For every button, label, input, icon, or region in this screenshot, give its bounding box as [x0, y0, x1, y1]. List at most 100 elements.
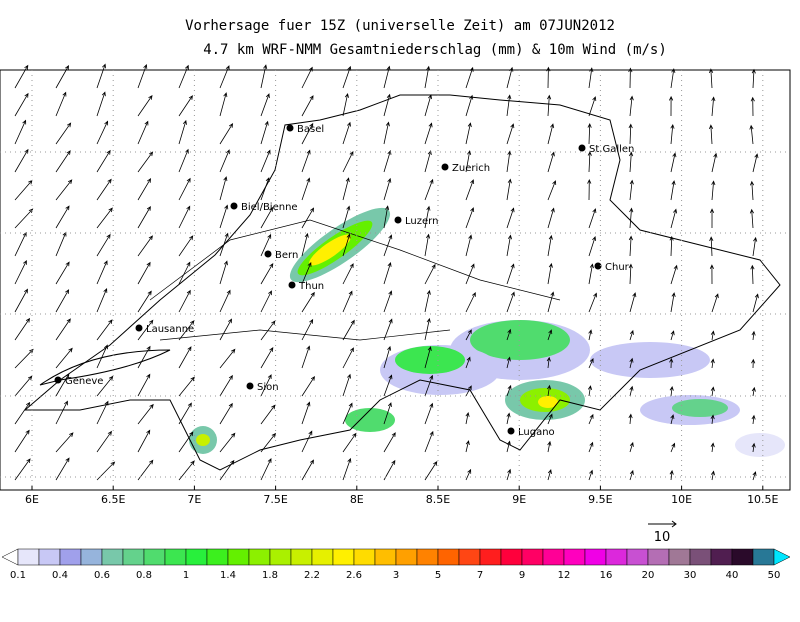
wind-arrow	[669, 235, 674, 257]
wind-arrow	[14, 208, 34, 229]
wind-arrow	[588, 413, 594, 425]
wind-arrow	[670, 292, 676, 313]
lon-label: 10E	[671, 493, 692, 506]
wind-arrow	[669, 385, 674, 397]
wind-arrow	[137, 261, 151, 285]
wind-arrow	[137, 290, 152, 313]
wind-arrow	[14, 64, 29, 89]
wind-arrow	[465, 385, 472, 397]
wind-arrow	[629, 357, 634, 369]
wind-arrow	[628, 235, 633, 257]
wind-arrow	[587, 179, 592, 201]
wind-arrow	[588, 329, 593, 341]
wind-arrow	[383, 402, 392, 425]
wind-arrow	[424, 178, 434, 201]
border	[23, 94, 781, 471]
lon-label: 9.5E	[588, 493, 612, 506]
wind-arrow	[424, 94, 433, 117]
wind-arrow	[14, 259, 27, 285]
wind-arrow	[629, 292, 637, 313]
wind-arrow	[628, 123, 633, 145]
wind-arrow	[219, 402, 233, 425]
wind-arrow	[260, 347, 274, 369]
wind-arrow	[587, 385, 593, 397]
wind-arrow	[55, 457, 70, 481]
precipitation	[189, 207, 785, 457]
wind-arrow	[424, 122, 433, 145]
wind-arrow	[506, 440, 511, 453]
wind-arrow	[465, 150, 472, 173]
wind-arrow	[709, 236, 714, 257]
wind-arrow	[752, 236, 758, 257]
wind-arrow	[670, 414, 675, 425]
colorbar-box	[374, 548, 397, 566]
wind-arrow	[424, 317, 431, 341]
city-label: Geneve	[65, 376, 103, 387]
city-label: Chur	[605, 262, 630, 273]
wind-arrow	[629, 469, 634, 481]
wind-arrow	[96, 149, 111, 173]
wind-arrow	[547, 262, 553, 285]
colorbar-label: 1.4	[220, 570, 236, 581]
wind-arrow	[96, 63, 107, 89]
wind-arrow	[506, 178, 512, 201]
wind-arrow	[342, 402, 353, 425]
colorbar-box	[101, 548, 124, 566]
wind-arrow	[178, 95, 193, 117]
colorbar-label: 16	[600, 570, 613, 581]
wind-arrow	[96, 91, 106, 117]
canton-lines	[149, 219, 561, 341]
wind-arrow	[178, 64, 189, 89]
wind-arrow	[751, 358, 756, 369]
city-dot	[394, 216, 402, 224]
wind-arrow	[710, 330, 715, 341]
wind-arrow	[588, 67, 594, 89]
wind-arrow	[670, 264, 678, 285]
city-dot	[578, 144, 586, 152]
wind-arrow	[219, 260, 228, 285]
wind-arrow	[547, 207, 555, 229]
wind-arrow	[547, 94, 552, 117]
wind-arrow	[465, 94, 474, 117]
wind-arrow	[14, 92, 29, 117]
wind-arrow	[710, 414, 715, 425]
wind-arrow	[383, 121, 390, 145]
wind-arrow	[55, 179, 73, 201]
wind-arrow	[547, 469, 552, 481]
wind-arrow	[301, 149, 311, 173]
wind-arrow	[301, 459, 314, 481]
city-dot	[507, 427, 515, 435]
wind-arrow	[178, 119, 187, 145]
colorbar-label: 3	[393, 570, 399, 581]
colorbar-label: 0.8	[136, 570, 152, 581]
colorbar-label: 0.1	[10, 570, 26, 581]
wind-arrow	[219, 459, 235, 481]
wind-arrow	[260, 374, 272, 397]
wind-arrow	[383, 432, 396, 453]
wind-arrow	[178, 261, 191, 285]
wind-arrow	[629, 385, 634, 397]
wind-arrow	[465, 66, 474, 89]
lon-label: 9E	[512, 493, 526, 506]
map-frame	[0, 69, 791, 491]
wind-scale-head	[671, 520, 677, 528]
colorbar-label: 9	[519, 570, 525, 581]
wind-arrow	[711, 180, 716, 201]
wind-arrow	[547, 123, 555, 145]
wind-arrow	[383, 177, 392, 201]
colorbar-box	[164, 548, 187, 566]
city-dot	[246, 382, 254, 390]
wind-arrow	[629, 179, 634, 201]
wind-arrow	[96, 288, 108, 313]
wind-arrow	[506, 94, 512, 117]
wind-arrow	[178, 431, 194, 453]
wind-arrow	[301, 261, 312, 285]
wind-arrow	[506, 207, 515, 229]
colorbar-box	[542, 548, 565, 566]
wind-arrow	[752, 293, 759, 313]
wind-arrow	[219, 204, 229, 229]
wind-arrow	[629, 207, 634, 229]
wind-arrow	[383, 149, 392, 173]
city-dot	[594, 262, 602, 270]
wind-arrow	[342, 177, 350, 201]
